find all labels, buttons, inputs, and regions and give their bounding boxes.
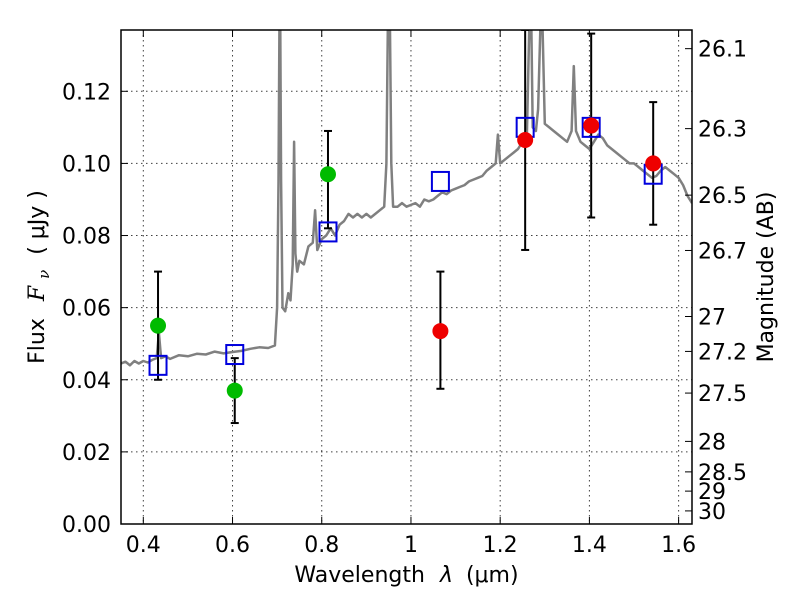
spectrum-layer bbox=[121, 30, 692, 367]
y-axis-title-unit: ( μJy ) bbox=[25, 190, 50, 255]
model-square bbox=[430, 170, 450, 192]
red-data-point bbox=[517, 131, 534, 148]
model-square bbox=[318, 221, 338, 243]
tick-layer: 0.4 0.6 0.8 1 1.2 1.4 1.6 0.00 0.02 0.04 0.06 0.08 0… bbox=[62, 30, 747, 558]
y2-tick-label: 28 bbox=[698, 430, 726, 455]
model-square-layer bbox=[148, 116, 663, 376]
plot-frame bbox=[120, 29, 693, 525]
y2-tick-label: 29 bbox=[698, 480, 726, 505]
y2-tick-label: 26.3 bbox=[698, 118, 747, 143]
y-tick-label: 0.12 bbox=[62, 80, 111, 105]
x-tick-label: 0.6 bbox=[215, 533, 250, 558]
y2-axis-title: Magnitude (AB) bbox=[754, 192, 779, 363]
y2-tick-label: 26.1 bbox=[698, 38, 747, 63]
model-square bbox=[148, 354, 168, 376]
grid-layer bbox=[121, 30, 692, 525]
y-tick-label: 0.04 bbox=[62, 369, 111, 394]
x-tick-label: 1 bbox=[404, 533, 418, 558]
red-data-point bbox=[583, 117, 600, 134]
green-data-point bbox=[319, 166, 336, 183]
y2-tick-label: 28.5 bbox=[698, 461, 747, 486]
y-axis-title-symbol: F bbox=[25, 285, 50, 302]
x-tick-label: 0.8 bbox=[304, 533, 339, 558]
y-tick-label: 0.10 bbox=[62, 152, 111, 177]
x-tick-label: 1.4 bbox=[572, 533, 607, 558]
red-data-point bbox=[432, 323, 449, 340]
y-axis-title: Flux F ν ( μJy ) bbox=[25, 190, 55, 364]
x-axis-title: Wavelength λ (μm) bbox=[294, 563, 518, 588]
x-tick-label: 1.6 bbox=[661, 533, 696, 558]
y2-tick-label: 26.7 bbox=[698, 239, 747, 264]
y-tick-label: 0.00 bbox=[62, 513, 111, 538]
y-tick-label: 0.06 bbox=[62, 297, 111, 322]
y2-tick-label: 30 bbox=[698, 500, 726, 525]
x-axis-title-prefix: Wavelength bbox=[294, 563, 425, 588]
x-tick-label: 1.2 bbox=[483, 533, 518, 558]
data-point-layer bbox=[150, 117, 662, 399]
red-data-point bbox=[645, 155, 662, 172]
x-tick-label: 0.4 bbox=[126, 533, 161, 558]
green-data-point bbox=[150, 317, 167, 334]
y-axis-title-subscript: ν bbox=[35, 270, 53, 279]
green-data-point bbox=[226, 382, 243, 399]
y2-tick-label: 27.5 bbox=[698, 382, 747, 407]
y-tick-label: 0.08 bbox=[62, 225, 111, 250]
model-square bbox=[225, 344, 245, 366]
y2-tick-label: 26.5 bbox=[698, 184, 747, 209]
x-axis-title-symbol: λ bbox=[439, 563, 453, 588]
x-axis-title-unit: (μm) bbox=[466, 563, 519, 588]
spectrum-line bbox=[121, 30, 692, 367]
y2-tick-label: 27.2 bbox=[698, 340, 747, 365]
y-tick-label: 0.02 bbox=[62, 441, 111, 466]
y2-tick-label: 27 bbox=[698, 306, 726, 331]
y-axis-title-prefix: Flux bbox=[25, 318, 50, 364]
